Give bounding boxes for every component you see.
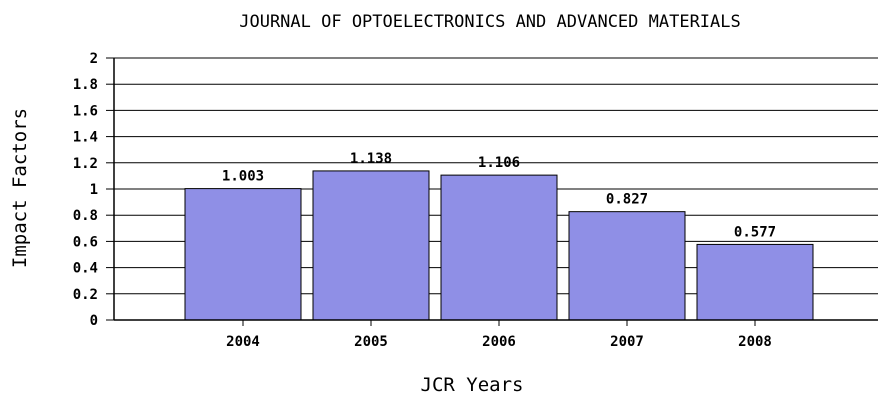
y-tick-label: 0.2 bbox=[73, 287, 98, 303]
data-label: 0.827 bbox=[606, 192, 648, 208]
x-tick-label: 2004 bbox=[226, 334, 260, 350]
y-tick-label: 0 bbox=[90, 313, 98, 329]
bar-2004 bbox=[184, 188, 302, 321]
bars bbox=[184, 170, 814, 321]
y-tick-label: 1.8 bbox=[73, 77, 98, 93]
chart-title: JOURNAL OF OPTOELECTRONICS AND ADVANCED … bbox=[239, 12, 741, 32]
bar-2008 bbox=[696, 243, 814, 321]
x-tick-label: 2005 bbox=[354, 334, 388, 350]
x-tick-label: 2006 bbox=[482, 334, 516, 350]
data-label: 1.138 bbox=[350, 151, 392, 167]
y-tick-label: 0.4 bbox=[73, 261, 98, 277]
y-tick-label: 0.8 bbox=[73, 208, 98, 224]
data-label: 1.106 bbox=[478, 155, 520, 171]
x-axis-ticks: 2004 2005 2006 2007 2008 bbox=[226, 320, 772, 350]
y-tick-label: 1.4 bbox=[73, 130, 98, 146]
bar-2007 bbox=[568, 211, 686, 321]
data-label: 1.003 bbox=[222, 169, 264, 185]
y-tick-label: 1 bbox=[90, 182, 98, 198]
data-label: 0.577 bbox=[734, 224, 776, 240]
y-tick-label: 0.6 bbox=[73, 234, 98, 250]
y-tick-label: 1.2 bbox=[73, 156, 98, 172]
bar-2005 bbox=[312, 170, 430, 321]
x-tick-label: 2008 bbox=[738, 334, 772, 350]
x-tick-label: 2007 bbox=[610, 334, 644, 350]
y-axis-ticks: 0 0.2 0.4 0.6 0.8 1 1.2 1.4 1.6 1.8 2 bbox=[73, 51, 114, 329]
y-tick-label: 1.6 bbox=[73, 103, 98, 119]
y-axis-title: Impact Factors bbox=[9, 108, 31, 268]
x-axis-title: JCR Years bbox=[421, 374, 524, 396]
data-labels: 1.003 1.138 1.106 0.827 0.577 bbox=[222, 151, 776, 240]
y-tick-label: 2 bbox=[90, 51, 98, 67]
bar-2006 bbox=[440, 174, 558, 321]
